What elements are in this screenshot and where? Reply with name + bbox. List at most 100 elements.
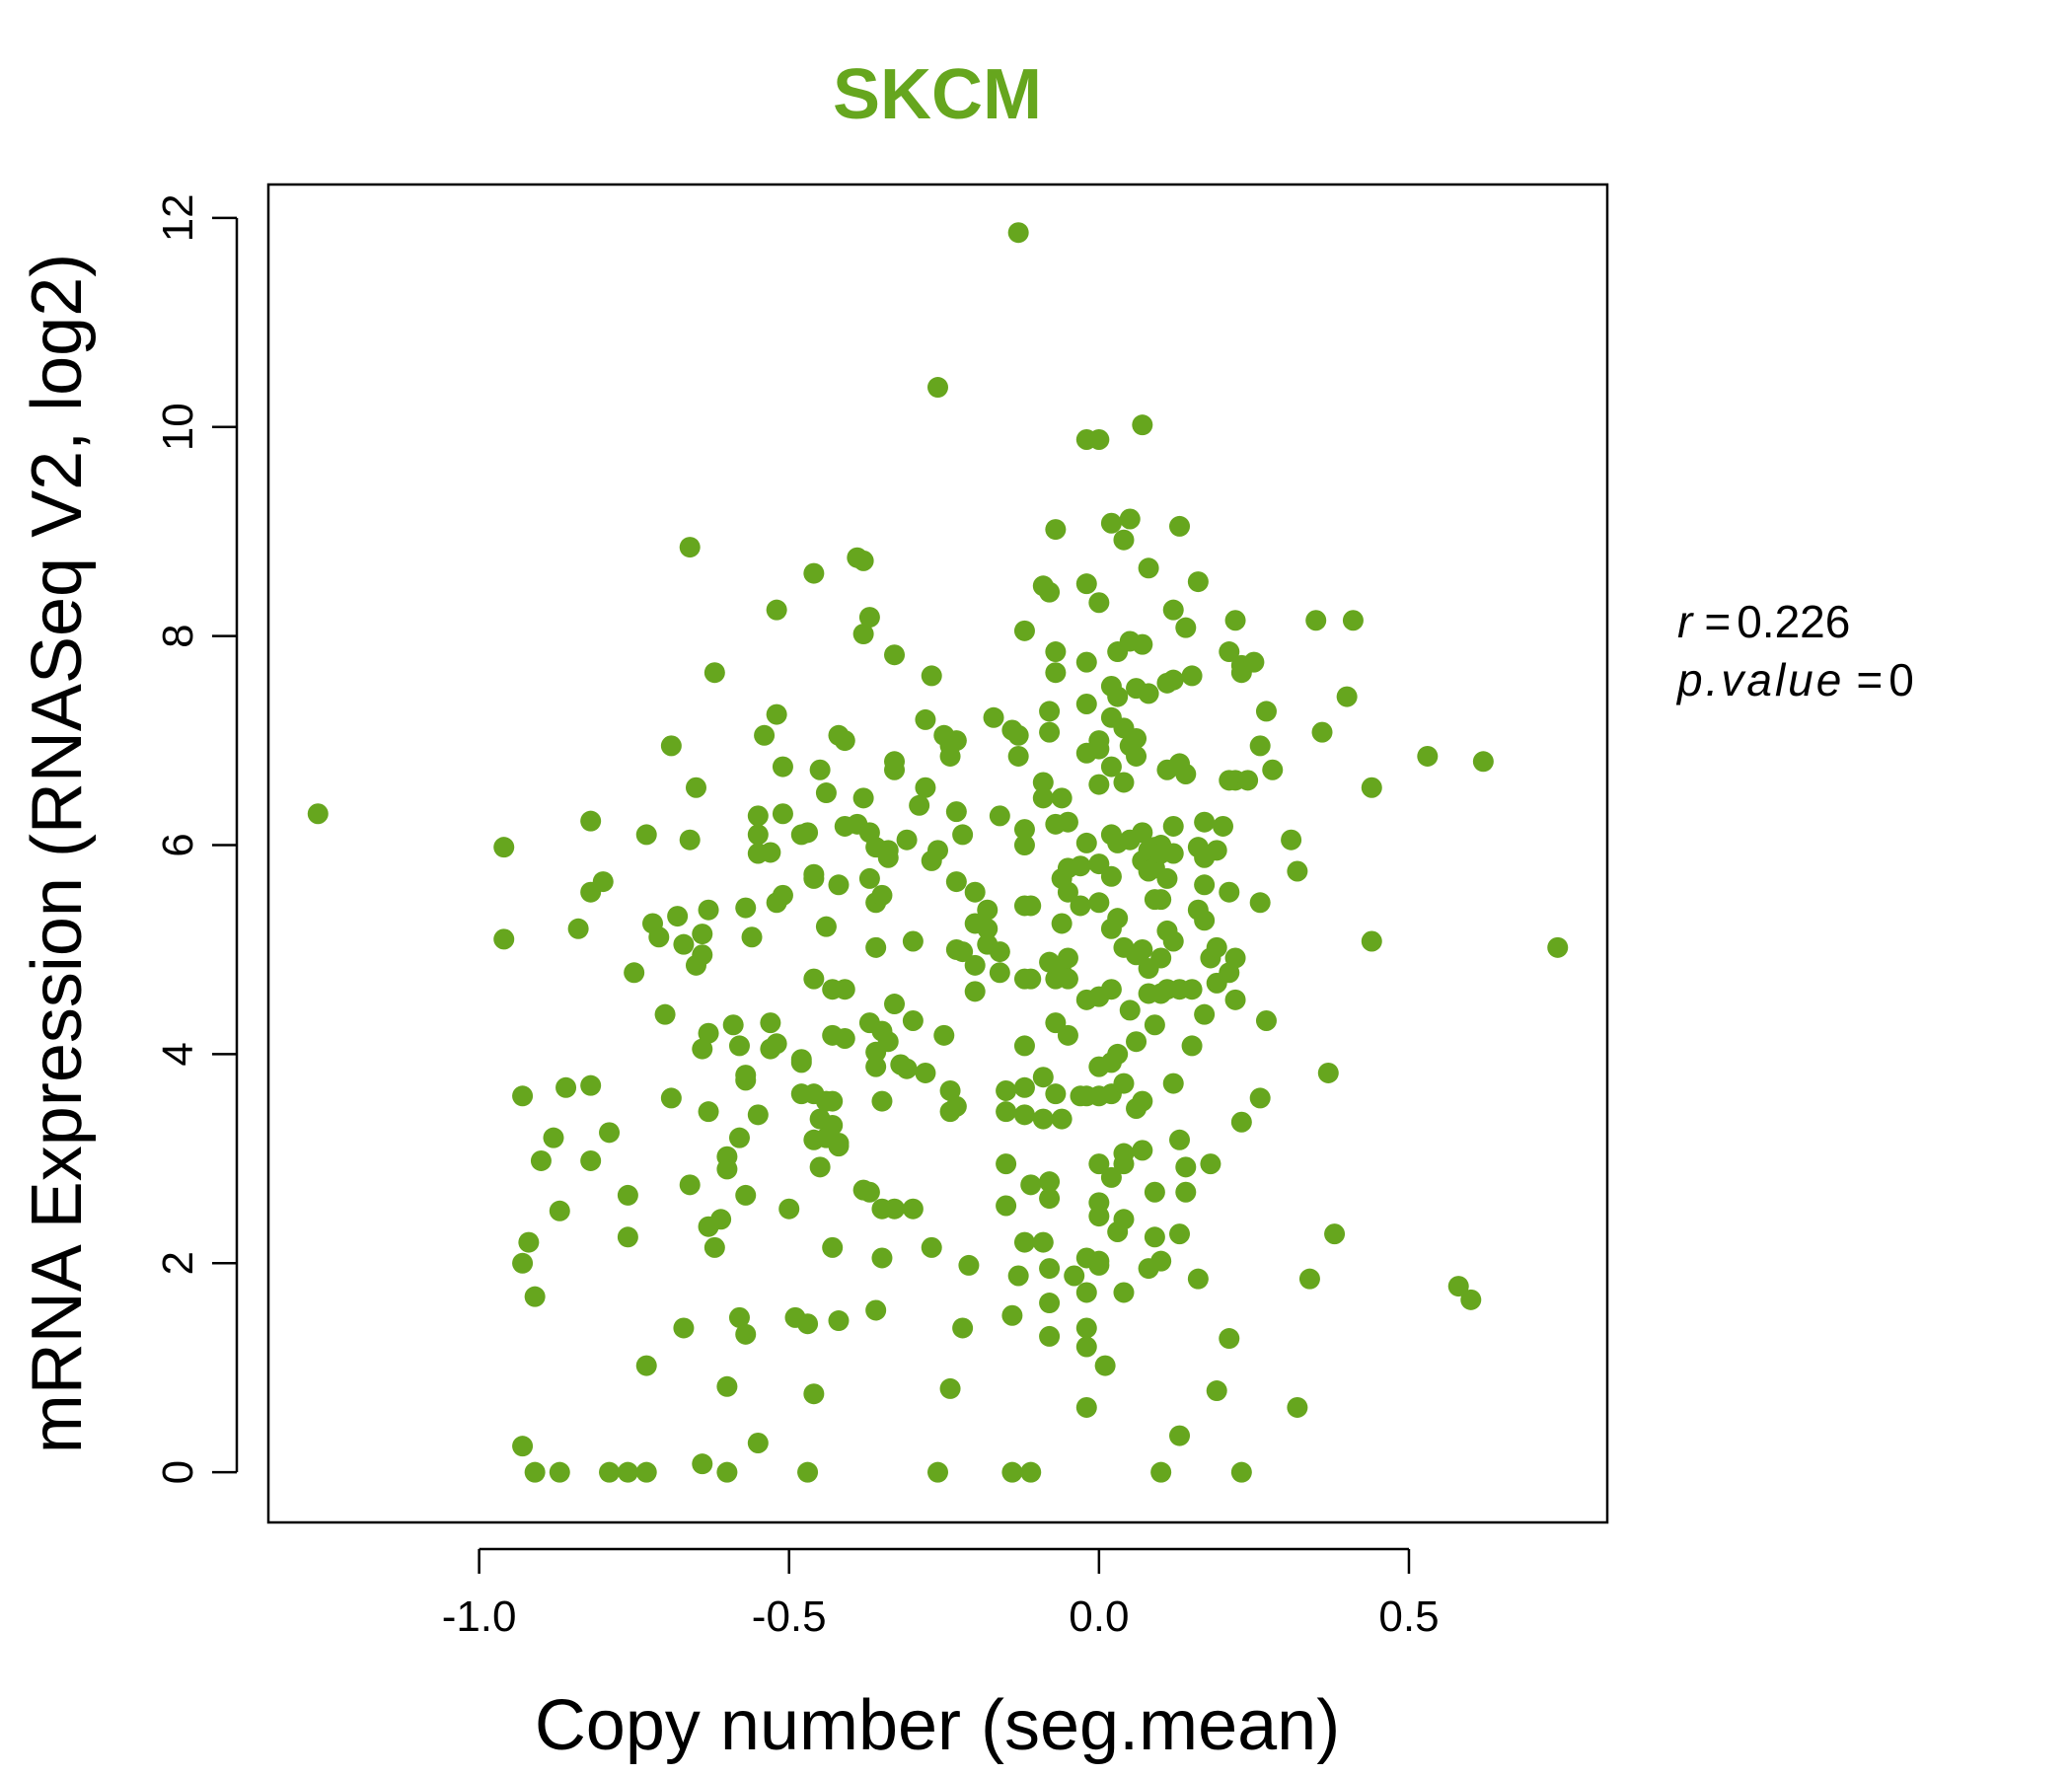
data-point	[754, 724, 776, 746]
data-point	[1075, 651, 1097, 673]
data-point	[1287, 860, 1308, 882]
data-point	[1206, 840, 1227, 861]
data-point	[1249, 735, 1271, 757]
plot-frame	[266, 183, 1609, 1524]
data-point	[549, 1200, 570, 1221]
data-point	[1075, 1396, 1097, 1418]
data-point	[884, 1198, 906, 1220]
data-point	[728, 1035, 750, 1057]
data-point	[1113, 1209, 1135, 1230]
pvalue-annotation: p.value = 0	[1675, 654, 1914, 705]
data-point	[1057, 881, 1078, 903]
data-point	[1298, 1268, 1320, 1290]
data-point	[698, 899, 719, 921]
data-point	[1361, 930, 1382, 952]
data-point	[1100, 865, 1122, 887]
data-point	[1324, 1223, 1346, 1245]
data-point	[952, 941, 974, 963]
data-point	[635, 824, 657, 846]
data-point	[1070, 855, 1091, 877]
data-point	[1361, 777, 1382, 798]
data-point	[1113, 529, 1135, 551]
data-point	[530, 1149, 552, 1171]
data-point	[1156, 867, 1178, 889]
data-point	[1237, 770, 1259, 791]
data-point	[797, 1461, 819, 1483]
data-point	[679, 537, 701, 558]
data-point	[865, 936, 887, 958]
correlation-annotation: r = 0.226	[1677, 596, 1850, 647]
data-point	[1013, 1076, 1035, 1098]
data-point	[822, 1090, 844, 1112]
data-point	[1162, 815, 1184, 837]
data-point	[1045, 641, 1067, 663]
data-point	[1219, 641, 1240, 663]
data-point	[828, 1132, 850, 1153]
data-point	[803, 562, 825, 584]
data-point	[815, 916, 837, 937]
data-point	[648, 926, 670, 948]
data-point	[1126, 745, 1147, 767]
data-point	[915, 708, 936, 730]
data-point	[617, 1184, 638, 1206]
data-point	[790, 1052, 812, 1073]
data-point	[1088, 428, 1110, 450]
data-point	[989, 941, 1010, 963]
x-axis-title: Copy number (seg.mean)	[535, 1686, 1340, 1765]
data-point	[1175, 1181, 1197, 1203]
data-point	[909, 794, 930, 816]
data-point	[1417, 745, 1439, 767]
data-point	[1075, 1336, 1097, 1358]
data-point	[1075, 1282, 1097, 1303]
data-point	[1206, 1380, 1227, 1402]
data-point	[493, 837, 515, 858]
data-point	[1287, 1396, 1308, 1418]
data-point	[1051, 913, 1073, 934]
data-point	[1107, 908, 1129, 929]
data-point	[1039, 701, 1061, 722]
data-point	[958, 1254, 980, 1276]
data-point	[1144, 1226, 1165, 1248]
data-point	[1075, 832, 1097, 853]
data-point	[703, 662, 725, 684]
r-label: r	[1677, 596, 1694, 647]
data-point	[1100, 979, 1122, 1000]
data-point	[1013, 1035, 1035, 1057]
data-point	[828, 874, 850, 896]
data-point	[902, 1010, 924, 1031]
data-point	[945, 871, 967, 893]
data-point	[772, 803, 793, 825]
data-point	[1064, 1265, 1085, 1287]
data-point	[809, 759, 831, 780]
data-point	[1013, 819, 1035, 841]
data-point	[580, 1074, 602, 1096]
r-value: 0.226	[1737, 596, 1850, 647]
data-point	[512, 1085, 534, 1107]
data-point	[1206, 936, 1227, 958]
data-point	[592, 871, 614, 893]
p-value: 0	[1888, 654, 1914, 705]
data-point	[1039, 1325, 1061, 1347]
data-point	[1144, 1014, 1165, 1036]
data-point	[939, 1377, 961, 1399]
data-point	[307, 803, 329, 825]
data-point	[797, 1313, 819, 1335]
data-point	[871, 1090, 893, 1112]
data-point	[741, 926, 763, 948]
data-point	[1255, 1010, 1277, 1031]
data-point	[1075, 694, 1097, 715]
data-point	[692, 1038, 713, 1060]
data-point	[654, 1003, 676, 1025]
data-point	[964, 981, 986, 1002]
data-point	[1088, 892, 1110, 914]
data-point	[635, 1461, 657, 1483]
data-point	[1169, 1425, 1191, 1446]
data-point	[1088, 1206, 1110, 1227]
data-point	[518, 1231, 540, 1253]
data-point	[1113, 1282, 1135, 1303]
data-point	[667, 906, 689, 927]
data-point	[884, 759, 906, 780]
data-point	[852, 1179, 874, 1201]
data-point	[617, 1461, 638, 1483]
